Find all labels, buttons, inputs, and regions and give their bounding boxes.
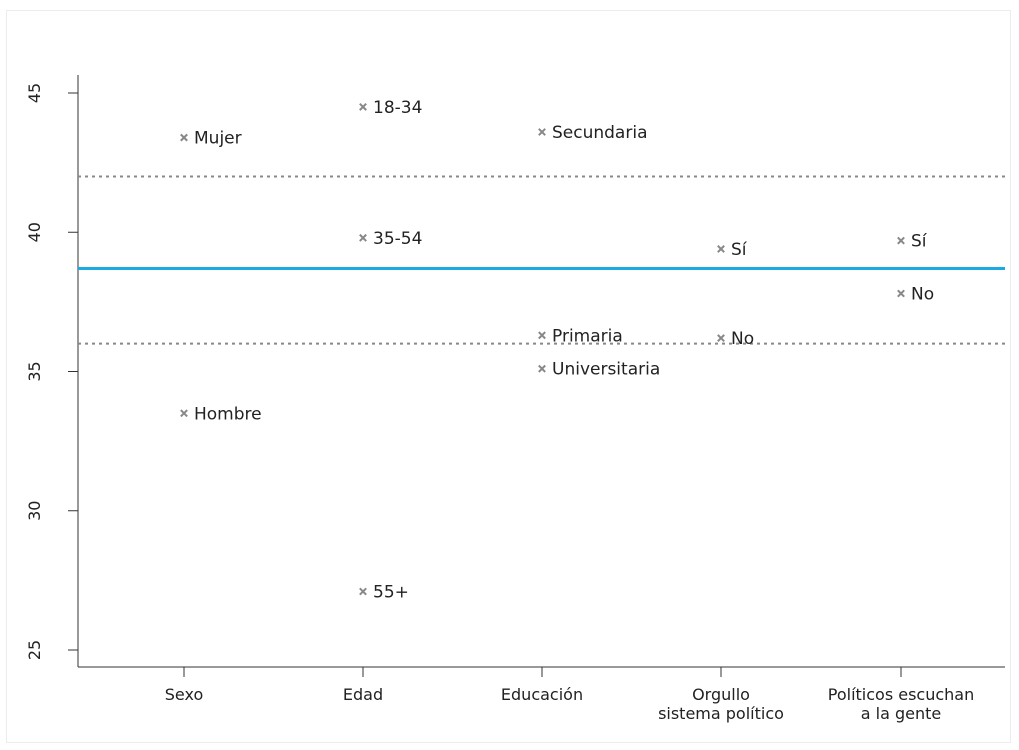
x-tick-label: Políticos escuchan [828, 685, 974, 704]
y-tick-label: 35 [25, 361, 44, 381]
x-tick-label: Educación [501, 685, 583, 704]
x-tick-label: sistema político [658, 704, 784, 723]
data-point-label: Mujer [194, 129, 242, 149]
x-tick-label: a la gente [861, 704, 941, 723]
data-point-marker [181, 134, 187, 140]
data-point-label: No [911, 285, 934, 305]
data-point-marker [718, 335, 724, 341]
data-point-marker [360, 235, 366, 241]
data-point-label: Universitaria [552, 360, 660, 380]
data-point-marker [539, 366, 545, 372]
y-tick-label: 45 [25, 83, 44, 103]
y-tick-label: 30 [25, 501, 44, 521]
y-tick-label: 40 [25, 222, 44, 242]
data-point-marker [360, 104, 366, 110]
data-point-marker [181, 410, 187, 416]
data-point-marker [360, 588, 366, 594]
data-point-label: Secundaria [552, 123, 647, 143]
data-point-label: Primaria [552, 326, 623, 346]
data-point-label: Sí [731, 240, 748, 260]
y-tick-label: 25 [25, 640, 44, 660]
x-tick-label: Sexo [165, 685, 203, 704]
data-point-marker [539, 332, 545, 338]
data-point-marker [898, 237, 904, 243]
data-point-label: No [731, 329, 754, 349]
x-tick-label: Orgullo [692, 685, 750, 704]
data-point-label: 35-54 [373, 229, 422, 249]
data-point-label: 18-34 [373, 98, 422, 118]
data-point-marker [718, 246, 724, 252]
data-point-label: Hombre [194, 404, 262, 424]
data-point-marker [539, 129, 545, 135]
x-tick-label: Edad [343, 685, 383, 704]
data-point-label: 55+ [373, 583, 409, 603]
data-point-marker [898, 290, 904, 296]
data-point-label: Sí [911, 232, 928, 252]
